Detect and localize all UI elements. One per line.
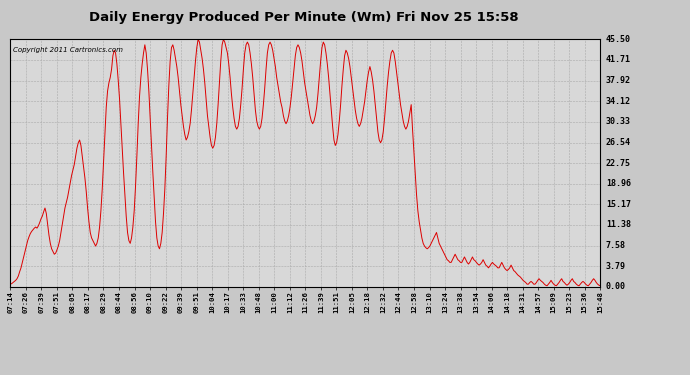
Text: 30.33: 30.33 — [606, 117, 631, 126]
Text: 34.12: 34.12 — [606, 97, 631, 106]
Text: 41.71: 41.71 — [606, 56, 631, 64]
Text: 0.00: 0.00 — [606, 282, 626, 291]
Text: Daily Energy Produced Per Minute (Wm) Fri Nov 25 15:58: Daily Energy Produced Per Minute (Wm) Fr… — [89, 11, 518, 24]
Text: 7.58: 7.58 — [606, 241, 626, 250]
Text: 18.96: 18.96 — [606, 179, 631, 188]
Text: 11.38: 11.38 — [606, 220, 631, 230]
Text: 37.92: 37.92 — [606, 76, 631, 85]
Text: 3.79: 3.79 — [606, 262, 626, 271]
Text: Copyright 2011 Cartronics.com: Copyright 2011 Cartronics.com — [13, 47, 124, 53]
Text: 22.75: 22.75 — [606, 159, 631, 168]
Text: 45.50: 45.50 — [606, 35, 631, 44]
Text: 26.54: 26.54 — [606, 138, 631, 147]
Text: 15.17: 15.17 — [606, 200, 631, 209]
